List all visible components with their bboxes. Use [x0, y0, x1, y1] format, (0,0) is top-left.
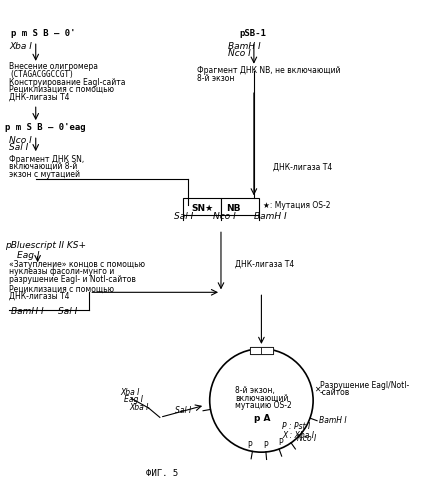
- Text: pBluescript II KS+: pBluescript II KS+: [5, 241, 86, 250]
- Text: включающий: включающий: [235, 394, 289, 402]
- Text: Sal I: Sal I: [58, 307, 78, 316]
- Text: p A: p A: [254, 414, 271, 423]
- Text: P: P: [247, 440, 252, 450]
- Text: X : Xba I: X : Xba I: [282, 431, 314, 440]
- Text: Фрагмент ДНК NB, не включающий: Фрагмент ДНК NB, не включающий: [197, 66, 341, 75]
- Text: Eag I: Eag I: [17, 250, 39, 260]
- Text: (CTAGACGGCCGT): (CTAGACGGCCGT): [9, 70, 74, 79]
- Text: мутацию OS-2: мутацию OS-2: [235, 401, 292, 410]
- Text: BamH I: BamH I: [254, 212, 287, 221]
- Text: Nco I: Nco I: [227, 50, 250, 58]
- Text: BamH I: BamH I: [227, 42, 260, 51]
- Text: экзон с мутацией: экзон с мутацией: [9, 170, 81, 178]
- Text: P: P: [278, 438, 283, 447]
- Text: включающий 8-й: включающий 8-й: [9, 162, 78, 171]
- Bar: [261, 347, 273, 354]
- Text: Xba I: Xba I: [130, 403, 149, 412]
- Bar: [184, 198, 221, 215]
- Text: Sal I: Sal I: [175, 406, 191, 414]
- Text: нуклеазы фасоли-мунго и: нуклеазы фасоли-мунго и: [9, 268, 115, 276]
- Text: Xba I: Xba I: [120, 388, 140, 397]
- Text: ★: Мутация OS-2: ★: Мутация OS-2: [263, 200, 331, 209]
- Text: Фрагмент ДНК SN,: Фрагмент ДНК SN,: [9, 154, 85, 164]
- Text: Eag I: Eag I: [124, 396, 143, 404]
- Text: ДНК-лигаза Т4: ДНК-лигаза Т4: [235, 260, 294, 269]
- Text: Разрушение EagI/NotI-: Разрушение EagI/NotI-: [320, 380, 409, 390]
- Text: 8-й экзон: 8-й экзон: [197, 74, 235, 82]
- Text: pSB-1: pSB-1: [240, 28, 267, 38]
- Text: P: P: [263, 441, 268, 450]
- Text: ФИГ. 5: ФИГ. 5: [146, 468, 178, 477]
- Text: BamH I: BamH I: [11, 307, 44, 316]
- Text: разрушение EagI- и NotI-сайтов: разрушение EagI- и NotI-сайтов: [9, 275, 136, 284]
- Text: Рециклизация с помощью: Рециклизация с помощью: [9, 284, 114, 294]
- Text: Nco I: Nco I: [9, 136, 32, 145]
- Text: Nco I: Nco I: [297, 434, 316, 444]
- Text: SN★: SN★: [191, 204, 213, 212]
- Text: Sal I: Sal I: [9, 144, 29, 152]
- Text: Sal I: Sal I: [174, 212, 193, 221]
- Text: BamH I: BamH I: [319, 416, 346, 424]
- Text: -сайтов: -сайтов: [320, 388, 350, 397]
- Text: 8-й экзон,: 8-й экзон,: [235, 386, 275, 395]
- Bar: [250, 347, 261, 354]
- Text: «Затупление» концов с помощью: «Затупление» концов с помощью: [9, 260, 146, 269]
- Text: Внесение олигромера: Внесение олигромера: [9, 62, 98, 72]
- Text: Рециклизация с помощью: Рециклизация с помощью: [9, 85, 114, 94]
- Text: p m S B – 0'eag: p m S B – 0'eag: [5, 122, 85, 132]
- Text: ДНК-лигазы Т4: ДНК-лигазы Т4: [9, 92, 70, 102]
- Text: Конструирование EagI-сайта: Конструирование EagI-сайта: [9, 78, 126, 86]
- Text: P : Pst I: P : Pst I: [282, 422, 310, 430]
- Text: p m S B – 0': p m S B – 0': [11, 28, 76, 38]
- Bar: [250, 347, 273, 354]
- Text: Nco I: Nco I: [214, 212, 236, 221]
- Text: ДНК-лигаза Т4: ДНК-лигаза Т4: [273, 163, 332, 172]
- Text: NB: NB: [226, 204, 240, 212]
- Text: Xba I: Xba I: [9, 42, 32, 51]
- Text: ✕: ✕: [314, 384, 321, 394]
- Text: ДНК-лигазы Т4: ДНК-лигазы Т4: [9, 292, 70, 301]
- Bar: [221, 198, 259, 215]
